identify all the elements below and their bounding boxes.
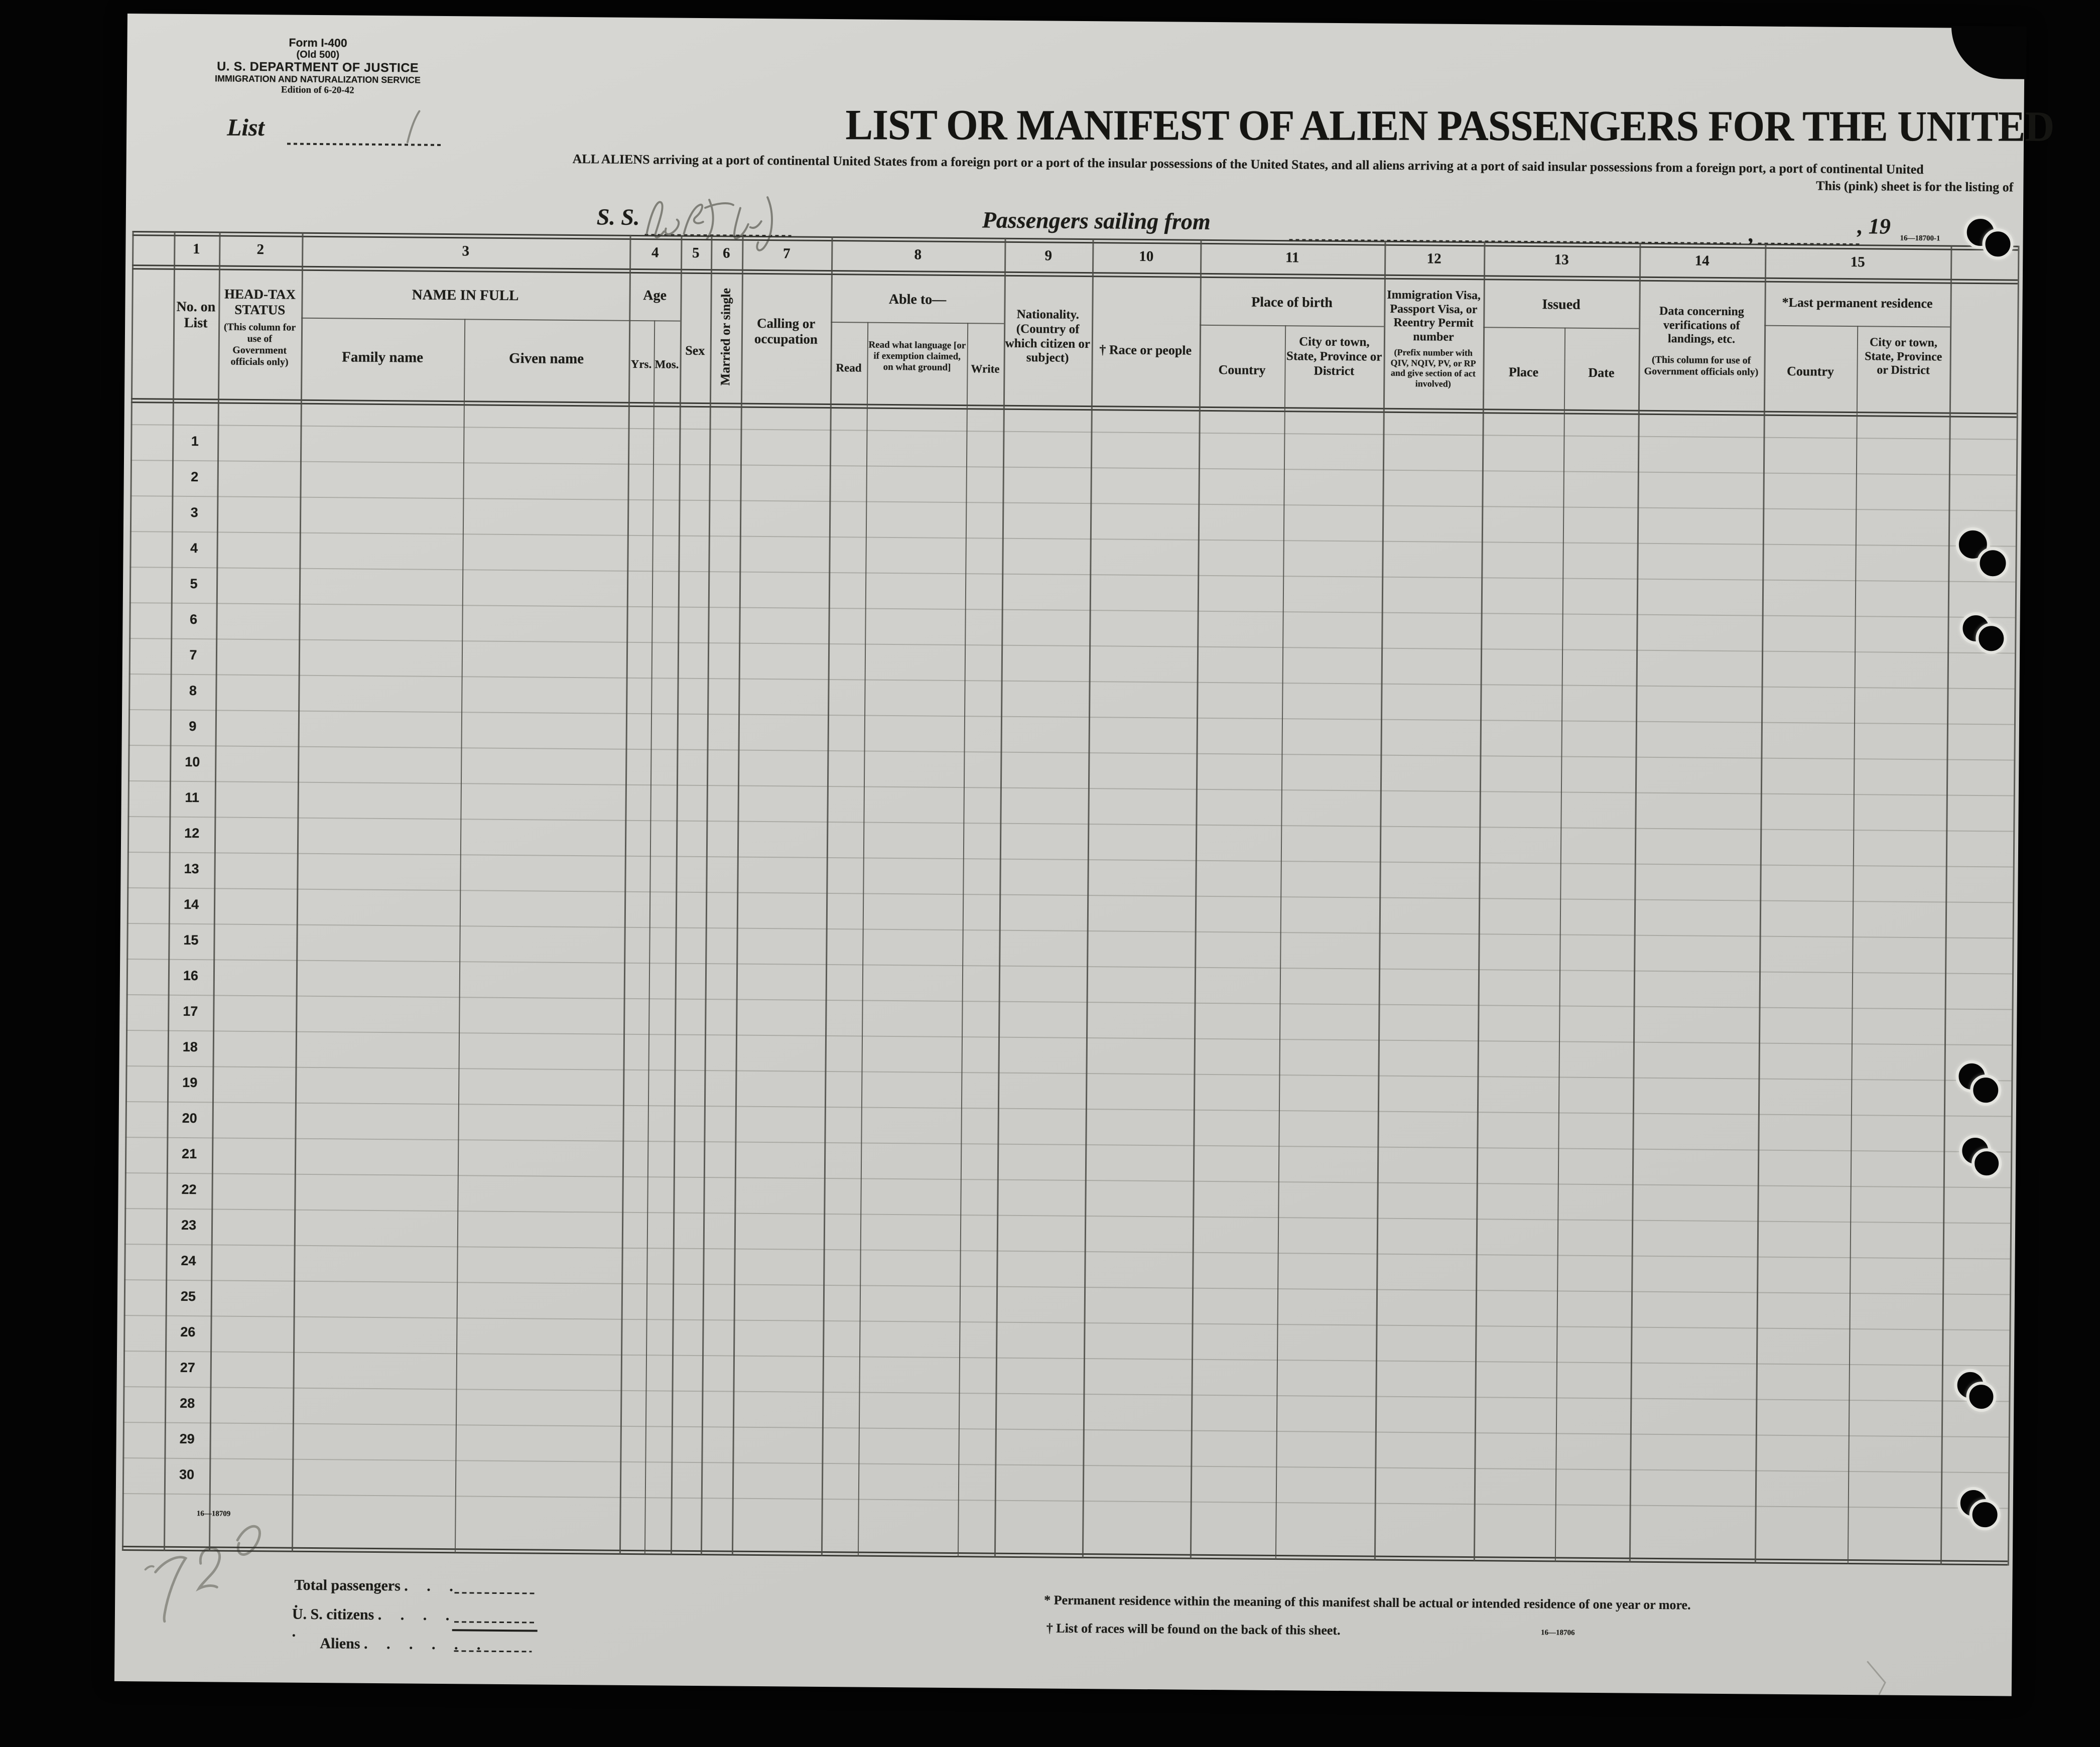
row-number: 15 <box>183 932 199 948</box>
row-number: 24 <box>181 1253 196 1269</box>
column-number: 11 <box>1285 249 1299 266</box>
header-residence-country: Country <box>1786 363 1834 379</box>
row-number: 14 <box>183 896 199 912</box>
row-number: 26 <box>180 1324 196 1340</box>
row-number: 21 <box>182 1146 197 1162</box>
column-number: 13 <box>1554 251 1569 268</box>
row-number: 25 <box>180 1288 196 1304</box>
column-number: 5 <box>692 244 700 261</box>
column-number: 9 <box>1044 247 1053 264</box>
column-number: 10 <box>1139 248 1154 265</box>
punch-hole <box>1977 547 2009 580</box>
column-number: 8 <box>914 246 922 263</box>
row-number: 19 <box>182 1074 198 1091</box>
punch-hole <box>1969 1499 2001 1531</box>
header-family-name: Family name <box>342 349 424 366</box>
row-number: 17 <box>183 1003 198 1019</box>
column-number: 15 <box>1850 253 1865 271</box>
row-number: 22 <box>181 1181 197 1197</box>
header-visa-title: Immigration Visa, Passport Visa, or Reen… <box>1387 288 1481 344</box>
header-head-tax-note: (This column for use of Government offic… <box>223 321 296 368</box>
header-issued-date: Date <box>1588 365 1615 380</box>
header-head-tax-status: HEAD-TAX STATUS <box>224 286 296 318</box>
row-number: 29 <box>179 1431 195 1447</box>
row-number: 2 <box>191 469 199 485</box>
header-no-on-list: No. on List <box>176 299 216 331</box>
header-residence-city: City or town, State, Province or Distric… <box>1865 336 1942 377</box>
header-able-to: Able to— <box>888 291 947 308</box>
column-number: 14 <box>1694 252 1710 269</box>
scanned-manifest-page: Form I-400 (Old 500) U. S. DEPARTMENT OF… <box>114 14 2054 1696</box>
column-number: 7 <box>782 245 791 262</box>
header-name-in-full: NAME IN FULL <box>412 287 519 304</box>
header-race-or-people: † Race or people <box>1099 342 1192 358</box>
punch-hole <box>1976 622 2007 654</box>
punch-hole <box>1971 1148 2002 1179</box>
row-number: 7 <box>189 647 197 663</box>
header-age: Age <box>643 288 667 304</box>
row-number: 30 <box>179 1466 195 1483</box>
row-number: 6 <box>189 612 198 627</box>
punch-hole <box>1982 228 2014 260</box>
header-sex: Sex <box>685 343 705 358</box>
header-issued-place: Place <box>1508 364 1539 380</box>
header-age-mos: Mos. <box>654 358 679 371</box>
header-visa-note: (Prefix number with QIV, NQIV, PV, or RP… <box>1390 347 1476 389</box>
row-number: 27 <box>180 1360 195 1376</box>
header-nationality: Nationality. (Country of which citizen o… <box>1005 307 1091 365</box>
column-number: 2 <box>256 241 265 258</box>
row-number: 13 <box>184 861 199 877</box>
header-place-of-birth: Place of birth <box>1251 294 1333 311</box>
paper-tear <box>1867 1661 1886 1695</box>
handwritten-list-number <box>407 110 421 144</box>
header-birth-country: Country <box>1218 362 1266 377</box>
header-data-verifications: Data concerning verifications of landing… <box>1659 304 1744 346</box>
row-number: 18 <box>182 1039 198 1055</box>
handwriting-overlay <box>144 110 1886 1695</box>
row-number: 9 <box>189 719 197 734</box>
row-number: 11 <box>185 789 200 805</box>
header-read-language: Read what language [or if exemption clai… <box>868 339 966 373</box>
column-number: 1 <box>192 241 200 257</box>
column-number: 3 <box>462 243 470 259</box>
row-number: 23 <box>181 1217 197 1233</box>
row-number: 20 <box>182 1110 197 1126</box>
row-number: 10 <box>185 754 200 770</box>
header-age-yrs: Yrs. <box>630 357 652 371</box>
header-data-note: (This column for use of Government offic… <box>1644 354 1759 378</box>
column-number: 12 <box>1426 250 1441 267</box>
header-issued: Issued <box>1542 297 1581 313</box>
row-number: 12 <box>184 825 200 841</box>
row-number: 8 <box>189 683 197 699</box>
row-number: 4 <box>190 541 198 556</box>
header-write: Write <box>971 362 1000 375</box>
header-calling: Calling or occupation <box>754 315 818 347</box>
header-birth-city: City or town, State, Province or Distric… <box>1286 335 1382 378</box>
handwritten-ship-name <box>645 196 773 251</box>
row-number: 16 <box>183 968 199 984</box>
handwritten-tally-720 <box>144 1525 261 1623</box>
column-number: 4 <box>651 244 659 261</box>
header-last-residence: *Last permanent residence <box>1782 295 1933 311</box>
row-number: 5 <box>190 576 198 592</box>
header-married-or-single: Married or single <box>718 288 733 386</box>
row-number: 28 <box>180 1395 195 1411</box>
punch-hole <box>1966 1381 1997 1412</box>
punch-hole <box>1970 1074 2002 1106</box>
header-read: Read <box>836 361 862 374</box>
row-number: 3 <box>190 505 198 520</box>
column-number: 6 <box>722 245 730 261</box>
plate-number-bottom-left: 16—18709 <box>196 1510 231 1518</box>
header-given-name: Given name <box>508 350 584 367</box>
row-number: 1 <box>191 434 199 449</box>
